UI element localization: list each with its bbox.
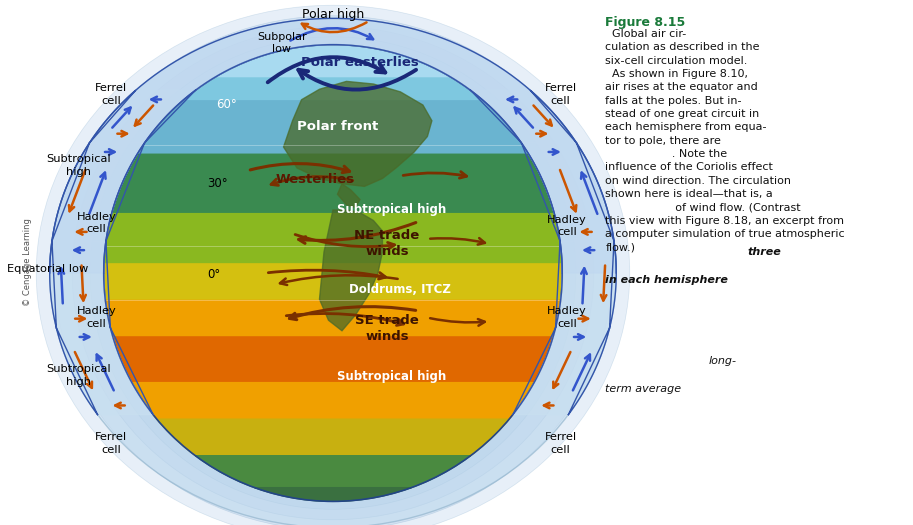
Text: Hadley
cell: Hadley cell xyxy=(547,307,587,329)
Text: 0°: 0° xyxy=(207,268,220,280)
Polygon shape xyxy=(195,456,470,488)
Text: Hadley
cell: Hadley cell xyxy=(77,212,116,234)
Text: SE trade
winds: SE trade winds xyxy=(355,313,419,343)
Text: Subtropical
high: Subtropical high xyxy=(47,364,110,386)
Polygon shape xyxy=(284,81,432,186)
Text: term average: term average xyxy=(605,384,682,394)
Text: Subtropical
high: Subtropical high xyxy=(47,154,110,176)
Polygon shape xyxy=(184,45,482,99)
Text: Hadley
cell: Hadley cell xyxy=(77,307,116,329)
Polygon shape xyxy=(216,45,450,77)
Text: Subtropical high: Subtropical high xyxy=(337,371,446,383)
Polygon shape xyxy=(57,328,153,415)
Text: Doldrums, ITCZ: Doldrums, ITCZ xyxy=(350,284,451,296)
Polygon shape xyxy=(113,337,553,383)
Text: Polar front: Polar front xyxy=(297,120,378,132)
Ellipse shape xyxy=(104,45,562,501)
Ellipse shape xyxy=(54,16,612,525)
Text: Ferrel
cell: Ferrel cell xyxy=(544,83,576,106)
Polygon shape xyxy=(104,214,562,264)
Text: Hadley
cell: Hadley cell xyxy=(547,215,587,237)
Polygon shape xyxy=(49,18,616,273)
Polygon shape xyxy=(320,210,383,331)
Polygon shape xyxy=(521,143,614,241)
Text: Figure 8.15: Figure 8.15 xyxy=(605,16,686,29)
Text: three: three xyxy=(748,247,782,257)
Text: Ferrel
cell: Ferrel cell xyxy=(95,433,127,455)
Text: 30°: 30° xyxy=(207,177,227,190)
Text: in each hemisphere: in each hemisphere xyxy=(605,275,729,285)
Polygon shape xyxy=(89,90,195,143)
Text: 60°: 60° xyxy=(216,99,236,111)
Text: Westerlies: Westerlies xyxy=(276,173,354,186)
Polygon shape xyxy=(338,184,360,207)
Polygon shape xyxy=(137,99,529,154)
Text: © Cengage Learning: © Cengage Learning xyxy=(23,218,32,307)
Polygon shape xyxy=(255,488,411,501)
Ellipse shape xyxy=(37,5,630,525)
Polygon shape xyxy=(184,45,482,99)
Ellipse shape xyxy=(72,26,593,520)
Text: long-: long- xyxy=(708,356,737,366)
Polygon shape xyxy=(470,90,576,143)
Polygon shape xyxy=(111,154,554,214)
Text: Global air cir-
culation as described in the
six-cell circulation model.
  As sh: Global air cir- culation as described in… xyxy=(605,29,845,253)
Text: Subtropical high: Subtropical high xyxy=(337,204,446,216)
Text: Ferrel
cell: Ferrel cell xyxy=(544,433,576,455)
Text: NE trade
winds: NE trade winds xyxy=(354,228,420,258)
Polygon shape xyxy=(52,143,144,241)
Polygon shape xyxy=(49,241,110,328)
Ellipse shape xyxy=(90,37,576,509)
Polygon shape xyxy=(131,383,534,419)
Polygon shape xyxy=(556,241,616,328)
Polygon shape xyxy=(157,419,509,456)
Text: Equatorial low: Equatorial low xyxy=(7,264,89,274)
Text: Subpolar
low: Subpolar low xyxy=(257,32,307,54)
Text: Ferrel
cell: Ferrel cell xyxy=(95,83,127,106)
Polygon shape xyxy=(104,264,562,300)
Polygon shape xyxy=(105,300,561,337)
Text: Polar high: Polar high xyxy=(302,8,364,21)
Text: Polar easterlies: Polar easterlies xyxy=(301,57,419,69)
Polygon shape xyxy=(513,328,610,415)
Ellipse shape xyxy=(49,18,616,525)
